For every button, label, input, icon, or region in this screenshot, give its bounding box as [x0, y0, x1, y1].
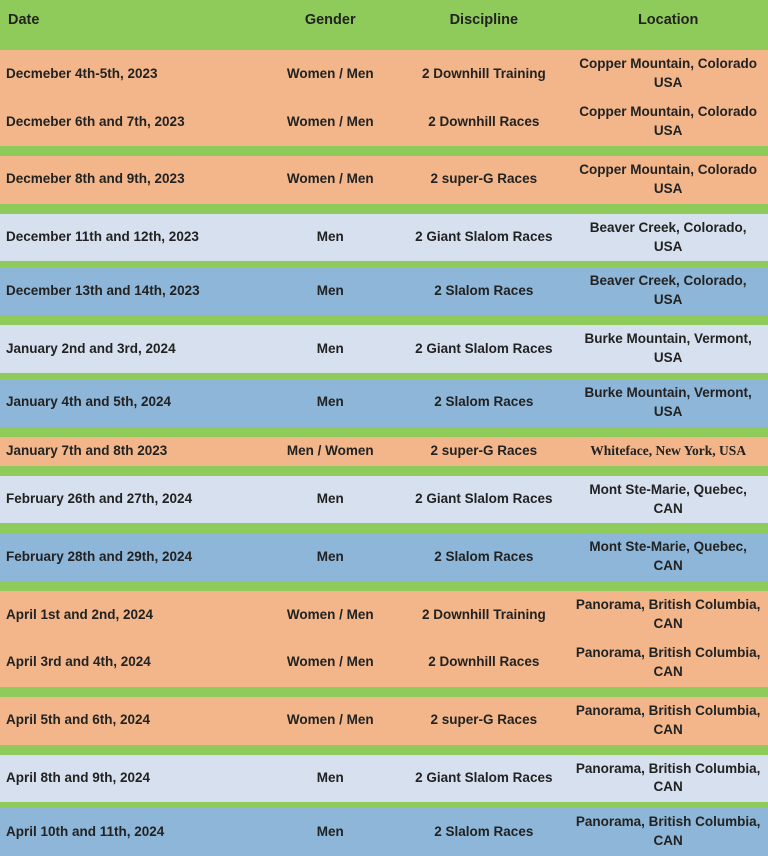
cell-date: January 4th and 5th, 2024 — [0, 379, 261, 427]
cell-location: Copper Mountain, Colorado USA — [568, 156, 768, 204]
cell-location: Beaver Creek, Colorado, USA — [568, 214, 768, 262]
table-spacer — [0, 687, 768, 697]
table-row: January 7th and 8th 2023Men / Women2 sup… — [0, 437, 768, 466]
table-spacer — [0, 146, 768, 156]
cell-location: Copper Mountain, Colorado USA — [568, 98, 768, 146]
table-spacer — [0, 581, 768, 591]
table-row: April 3rd and 4th, 2024Women / Men2 Down… — [0, 639, 768, 687]
table-row: Decmeber 6th and 7th, 2023Women / Men2 D… — [0, 98, 768, 146]
cell-gender: Men — [261, 476, 399, 524]
cell-date: April 8th and 9th, 2024 — [0, 755, 261, 803]
table-row: February 28th and 29th, 2024Men2 Slalom … — [0, 533, 768, 581]
cell-gender: Women / Men — [261, 50, 399, 98]
table-spacer — [0, 745, 768, 755]
cell-discipline: 2 Giant Slalom Races — [399, 325, 568, 373]
cell-date: January 7th and 8th 2023 — [0, 437, 261, 466]
cell-date: December 11th and 12th, 2023 — [0, 214, 261, 262]
cell-location: Panorama, British Columbia, CAN — [568, 591, 768, 639]
table-row: April 8th and 9th, 2024Men2 Giant Slalom… — [0, 755, 768, 803]
cell-discipline: 2 Slalom Races — [399, 379, 568, 427]
table-body: Decmeber 4th-5th, 2023Women / Men2 Downh… — [0, 40, 768, 856]
cell-discipline: 2 Slalom Races — [399, 808, 568, 856]
cell-location: Panorama, British Columbia, CAN — [568, 755, 768, 803]
cell-gender: Men — [261, 325, 399, 373]
cell-discipline: 2 Downhill Races — [399, 639, 568, 687]
cell-date: April 3rd and 4th, 2024 — [0, 639, 261, 687]
cell-location: Burke Mountain, Vermont, USA — [568, 379, 768, 427]
table-row: February 26th and 27th, 2024Men2 Giant S… — [0, 476, 768, 524]
table-spacer — [0, 315, 768, 325]
cell-location: Panorama, British Columbia, CAN — [568, 639, 768, 687]
table-spacer — [0, 40, 768, 50]
cell-gender: Men — [261, 533, 399, 581]
cell-discipline: 2 Giant Slalom Races — [399, 214, 568, 262]
cell-discipline: 2 Downhill Training — [399, 50, 568, 98]
col-header-gender: Gender — [261, 0, 399, 40]
cell-gender: Men — [261, 267, 399, 315]
table-row: April 5th and 6th, 2024Women / Men2 supe… — [0, 697, 768, 745]
table-row: December 13th and 14th, 2023Men2 Slalom … — [0, 267, 768, 315]
table-spacer — [0, 427, 768, 437]
cell-date: December 13th and 14th, 2023 — [0, 267, 261, 315]
cell-date: April 10th and 11th, 2024 — [0, 808, 261, 856]
cell-date: January 2nd and 3rd, 2024 — [0, 325, 261, 373]
schedule-table: Date Gender Discipline Location Decmeber… — [0, 0, 768, 856]
cell-location: Panorama, British Columbia, CAN — [568, 697, 768, 745]
cell-gender: Men — [261, 214, 399, 262]
cell-location: Mont Ste-Marie, Quebec, CAN — [568, 476, 768, 524]
cell-location: Panorama, British Columbia, CAN — [568, 808, 768, 856]
cell-date: Decmeber 4th-5th, 2023 — [0, 50, 261, 98]
cell-date: February 28th and 29th, 2024 — [0, 533, 261, 581]
cell-discipline: 2 super-G Races — [399, 697, 568, 745]
table-row: Decmeber 4th-5th, 2023Women / Men2 Downh… — [0, 50, 768, 98]
cell-gender: Men — [261, 379, 399, 427]
cell-discipline: 2 Slalom Races — [399, 533, 568, 581]
cell-discipline: 2 Giant Slalom Races — [399, 755, 568, 803]
table-row: Decmeber 8th and 9th, 2023Women / Men2 s… — [0, 156, 768, 204]
table-row: April 1st and 2nd, 2024Women / Men2 Down… — [0, 591, 768, 639]
cell-date: April 1st and 2nd, 2024 — [0, 591, 261, 639]
cell-location: Mont Ste-Marie, Quebec, CAN — [568, 533, 768, 581]
cell-date: Decmeber 6th and 7th, 2023 — [0, 98, 261, 146]
cell-discipline: 2 Slalom Races — [399, 267, 568, 315]
cell-date: Decmeber 8th and 9th, 2023 — [0, 156, 261, 204]
cell-gender: Women / Men — [261, 697, 399, 745]
cell-location: Whiteface, New York, USA — [568, 437, 768, 466]
col-header-location: Location — [568, 0, 768, 40]
cell-date: February 26th and 27th, 2024 — [0, 476, 261, 524]
cell-location: Beaver Creek, Colorado, USA — [568, 267, 768, 315]
cell-gender: Women / Men — [261, 156, 399, 204]
cell-gender: Women / Men — [261, 639, 399, 687]
cell-discipline: 2 super-G Races — [399, 156, 568, 204]
table-spacer — [0, 204, 768, 214]
col-header-discipline: Discipline — [399, 0, 568, 40]
cell-discipline: 2 super-G Races — [399, 437, 568, 466]
col-header-date: Date — [0, 0, 261, 40]
table-row: December 11th and 12th, 2023Men2 Giant S… — [0, 214, 768, 262]
table-row: January 2nd and 3rd, 2024Men2 Giant Slal… — [0, 325, 768, 373]
cell-discipline: 2 Downhill Training — [399, 591, 568, 639]
table-row: January 4th and 5th, 2024Men2 Slalom Rac… — [0, 379, 768, 427]
table-spacer — [0, 523, 768, 533]
cell-gender: Men — [261, 755, 399, 803]
cell-discipline: 2 Giant Slalom Races — [399, 476, 568, 524]
table-spacer — [0, 466, 768, 476]
cell-gender: Men — [261, 808, 399, 856]
table-row: April 10th and 11th, 2024Men2 Slalom Rac… — [0, 808, 768, 856]
table-header-row: Date Gender Discipline Location — [0, 0, 768, 40]
cell-gender: Men / Women — [261, 437, 399, 466]
cell-gender: Women / Men — [261, 591, 399, 639]
cell-location: Burke Mountain, Vermont, USA — [568, 325, 768, 373]
cell-discipline: 2 Downhill Races — [399, 98, 568, 146]
cell-date: April 5th and 6th, 2024 — [0, 697, 261, 745]
cell-location: Copper Mountain, Colorado USA — [568, 50, 768, 98]
cell-gender: Women / Men — [261, 98, 399, 146]
